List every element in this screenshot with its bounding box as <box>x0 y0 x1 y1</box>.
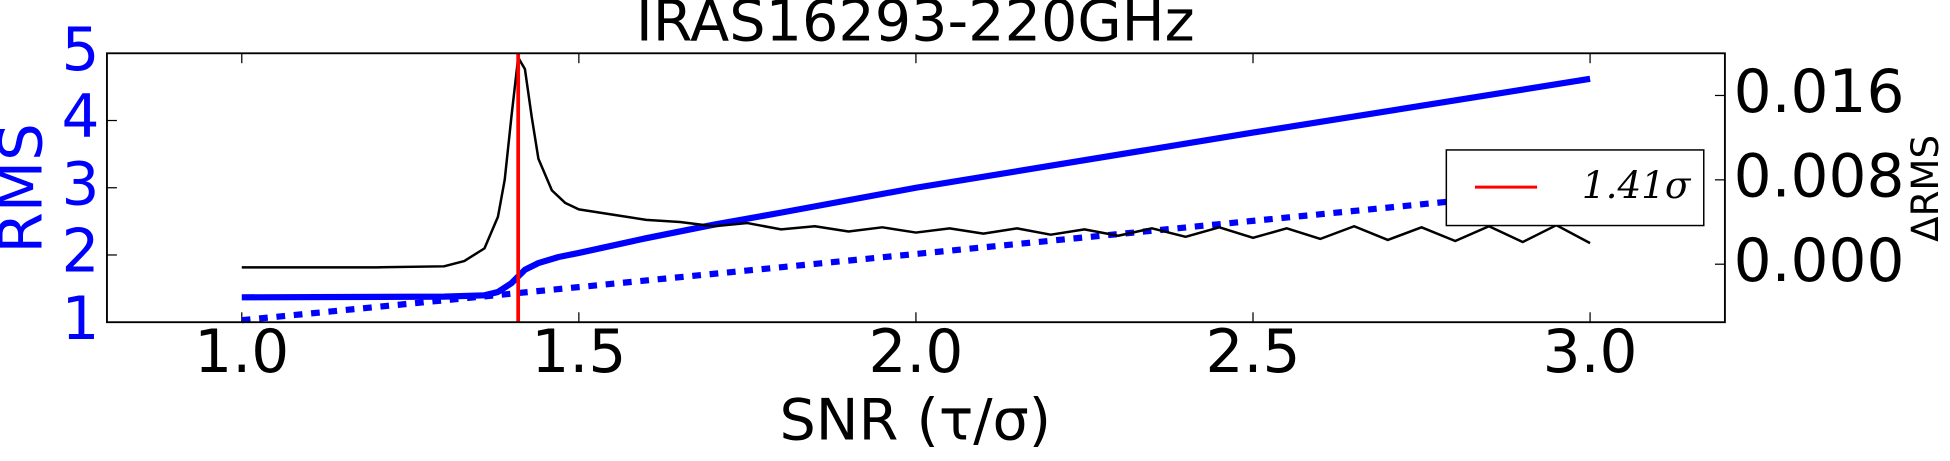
y-tick-label: 2 <box>62 218 100 287</box>
x-tick-label: 1.5 <box>531 318 626 387</box>
x-tick-label: 3.0 <box>1543 318 1638 387</box>
y-axis-label: RMS <box>0 123 57 253</box>
y-tick-label: 1 <box>62 285 100 354</box>
y2-tick-label: 0.000 <box>1734 227 1905 296</box>
series-line <box>241 56 1591 269</box>
series-line <box>241 75 1591 301</box>
y-tick-label: 3 <box>62 150 100 219</box>
y-tick-label: 5 <box>62 16 100 85</box>
legend-label: 1.41σ <box>1582 163 1692 207</box>
x-tick-label: 2.0 <box>868 318 963 387</box>
series-line <box>241 184 1591 324</box>
x-axis-label: SNR (τ/σ) <box>780 388 1052 454</box>
y2-axis-label: ΔRMS <box>1903 135 1947 242</box>
y2-tick-label: 0.008 <box>1734 142 1905 211</box>
axes-frame <box>106 52 1726 324</box>
x-tick-label: 1.0 <box>194 318 289 387</box>
y-tick-label: 4 <box>62 83 100 152</box>
x-tick-label: 2.5 <box>1206 318 1301 387</box>
chart-title: IRAS16293-220GHz <box>636 0 1195 54</box>
y2-tick-label: 0.016 <box>1734 58 1905 127</box>
